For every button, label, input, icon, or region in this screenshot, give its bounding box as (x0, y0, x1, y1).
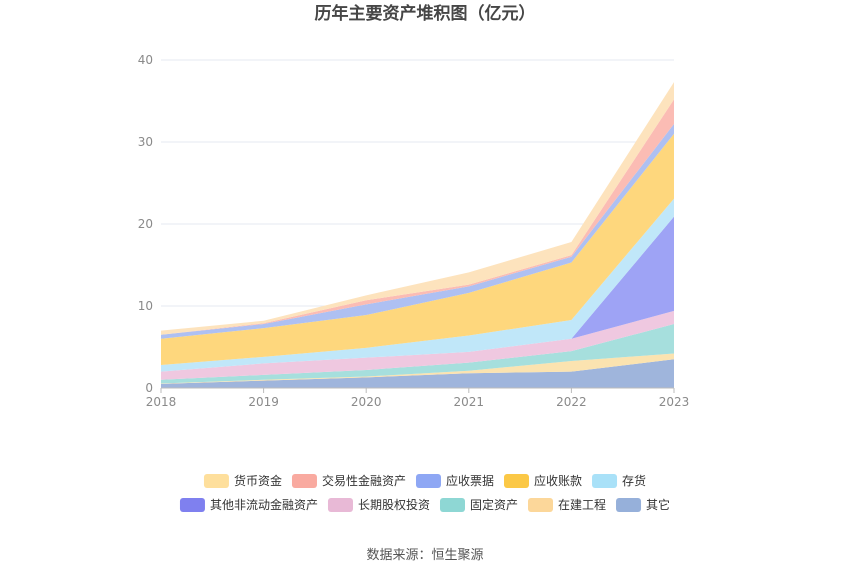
x-tick-label: 2019 (248, 395, 279, 409)
legend-label[interactable]: 其他非流动金融资产 (210, 497, 318, 512)
y-tick-label: 20 (138, 217, 153, 231)
area-series-存货 (161, 198, 674, 372)
legend-swatch[interactable] (504, 474, 530, 488)
legend-label[interactable]: 货币资金 (234, 473, 282, 488)
legend-label[interactable]: 长期股权投资 (358, 497, 430, 512)
legend-label[interactable]: 存货 (622, 473, 646, 488)
legend-swatch[interactable] (616, 498, 642, 512)
y-tick-label: 30 (138, 135, 153, 149)
legend-swatch[interactable] (439, 498, 465, 512)
legend-label[interactable]: 其它 (646, 497, 670, 512)
area-series-应收票据 (161, 123, 674, 339)
legend-label[interactable]: 应收账款 (534, 473, 582, 488)
legend-swatch[interactable] (327, 498, 353, 512)
legend-label[interactable]: 在建工程 (558, 497, 606, 512)
legend-swatch[interactable] (291, 474, 317, 488)
chart-title: 历年主要资产堆积图（亿元） (315, 3, 536, 24)
x-tick-label: 2021 (454, 395, 485, 409)
legend-swatch[interactable] (528, 498, 554, 512)
legend-label[interactable]: 交易性金融资产 (322, 473, 406, 488)
area-series-其它 (161, 359, 674, 388)
x-tick-label: 2020 (351, 395, 382, 409)
legend-swatch[interactable] (592, 474, 618, 488)
area-series-group (161, 82, 674, 388)
legend-label[interactable]: 固定资产 (470, 497, 518, 512)
area-series-长期股权投资 (161, 310, 674, 380)
y-tick-label: 0 (145, 381, 153, 395)
legend-label[interactable]: 应收票据 (446, 473, 494, 488)
area-series-固定资产 (161, 324, 674, 384)
y-tick-label: 40 (138, 53, 153, 67)
x-tick-label: 2022 (556, 395, 587, 409)
area-series-货币资金 (161, 82, 674, 335)
data-source: 数据来源：恒生聚源 (366, 548, 483, 563)
y-axis: 0 10 20 30 40 (138, 53, 153, 395)
area-series-应收账款 (161, 133, 674, 366)
y-tick-label: 10 (138, 299, 153, 313)
x-tick-label: 2018 (146, 395, 177, 409)
area-series-在建工程 (161, 353, 674, 384)
x-axis: 2018 2019 2020 2021 2022 2023 (146, 387, 690, 409)
x-tick-label: 2023 (659, 395, 690, 409)
legend-swatch[interactable] (203, 474, 229, 488)
legend-swatch[interactable] (179, 498, 205, 512)
legend-swatch[interactable] (415, 474, 441, 488)
